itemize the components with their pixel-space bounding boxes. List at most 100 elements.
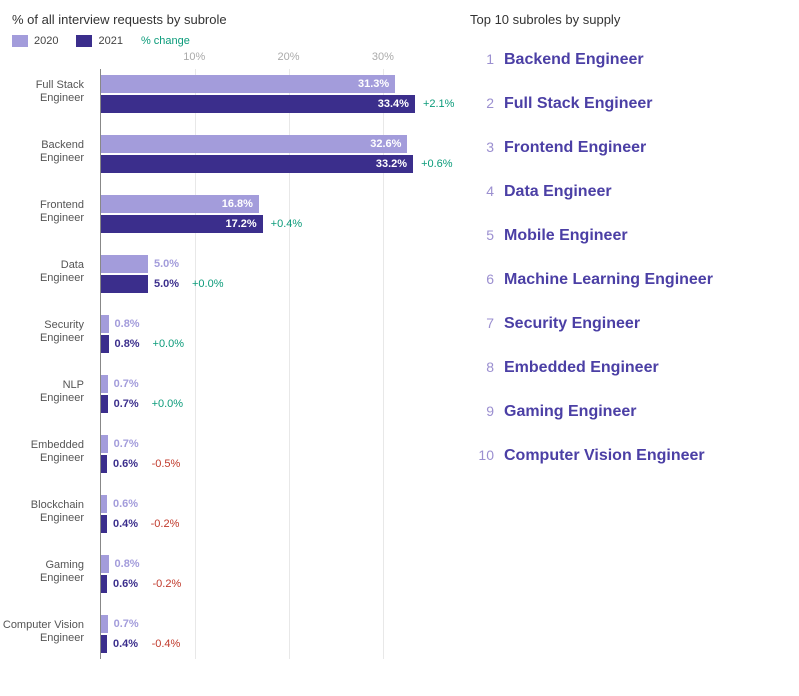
supply-item: 7 Security Engineer (470, 315, 779, 333)
legend-label-change: % change (141, 35, 190, 47)
supply-item: 9 Gaming Engineer (470, 403, 779, 421)
supply-rank: 3 (470, 139, 494, 155)
supply-rank: 6 (470, 271, 494, 287)
bar-value-2020: 0.7% (108, 438, 139, 450)
bar-group: 31.3%33.4%+2.1% (101, 75, 430, 113)
bar-value-2021: 0.6% (107, 458, 138, 470)
x-tick-label: 10% (183, 51, 205, 63)
bar-2020: 0.7% (101, 375, 108, 393)
supply-panel: Top 10 subroles by supply 1 Backend Engin… (450, 0, 799, 696)
bar-row-label: EmbeddedEngineer (0, 439, 84, 465)
bar-group: 0.8%0.6%-0.2% (101, 555, 430, 593)
supply-rank: 5 (470, 227, 494, 243)
bar-value-2020: 0.7% (108, 378, 139, 390)
bar-2021: 0.7% (101, 395, 108, 413)
bar-2020: 32.6% (101, 135, 407, 153)
root: % of all interview requests by subrole 2… (0, 0, 799, 696)
bar-2021: 0.4% (101, 635, 107, 653)
supply-rank: 8 (470, 359, 494, 375)
bar-row-label: FrontendEngineer (0, 199, 84, 225)
bar-value-2021: 0.4% (107, 518, 138, 530)
chart-title: % of all interview requests by subrole (8, 12, 450, 27)
bar-value-2020: 0.8% (109, 558, 140, 570)
supply-name: Full Stack Engineer (504, 95, 652, 113)
bar-group: 32.6%33.2%+0.6% (101, 135, 430, 173)
supply-name: Security Engineer (504, 315, 640, 333)
legend-swatch-2020 (12, 35, 28, 47)
bar-2021: 0.8% (101, 335, 109, 353)
bar-2021: 5.0% (101, 275, 148, 293)
bar-group: 5.0%5.0%+0.0% (101, 255, 430, 293)
x-tick-label: 30% (372, 51, 394, 63)
supply-name: Computer Vision Engineer (504, 447, 705, 465)
bar-group: 0.6%0.4%-0.2% (101, 495, 430, 533)
supply-name: Mobile Engineer (504, 227, 628, 245)
supply-rank: 1 (470, 51, 494, 67)
bar-group: 0.7%0.6%-0.5% (101, 435, 430, 473)
legend-swatch-2021 (76, 35, 92, 47)
bar-row-label: Computer VisionEngineer (0, 619, 84, 645)
bar-2021: 0.6% (101, 575, 107, 593)
supply-item: 8 Embedded Engineer (470, 359, 779, 377)
x-axis-ticks: 10% 20% 30% (100, 51, 430, 69)
bar-value-2021: 0.8% (109, 338, 140, 350)
supply-rank: 2 (470, 95, 494, 111)
change-label: +0.0% (153, 338, 185, 350)
bar-value-2020: 0.8% (109, 318, 140, 330)
bar-2020: 16.8% (101, 195, 259, 213)
change-label: +0.4% (271, 218, 303, 230)
supply-name: Gaming Engineer (504, 403, 636, 421)
bar-group: 16.8%17.2%+0.4% (101, 195, 430, 233)
chart-legend: 2020 2021 % change (8, 35, 450, 47)
bar-value-2020: 0.7% (108, 618, 139, 630)
bar-value-2021: 33.4% (378, 98, 409, 110)
supply-name: Backend Engineer (504, 51, 644, 69)
bar-2021: 0.6% (101, 455, 107, 473)
x-tick-label: 20% (278, 51, 300, 63)
supply-rank: 10 (470, 447, 494, 463)
change-label: -0.2% (151, 518, 180, 530)
supply-name: Frontend Engineer (504, 139, 646, 157)
supply-list: 1 Backend Engineer 2 Full Stack Engineer 3 Fr… (470, 51, 779, 465)
plot-area: 31.3%33.4%+2.1%32.6%33.2%+0.6%16.8%17.2%… (100, 69, 430, 659)
supply-rank: 7 (470, 315, 494, 331)
legend-label-2021: 2021 (98, 35, 122, 47)
bar-row-label: NLPEngineer (0, 379, 84, 405)
supply-title: Top 10 subroles by supply (470, 12, 779, 27)
supply-name: Machine Learning Engineer (504, 271, 713, 289)
bar-2021: 33.2% (101, 155, 413, 173)
bar-2020: 0.7% (101, 615, 108, 633)
bar-value-2021: 0.4% (107, 638, 138, 650)
bar-2020: 31.3% (101, 75, 395, 93)
bar-value-2020: 0.6% (107, 498, 138, 510)
bar-value-2020: 32.6% (370, 138, 401, 150)
change-label: +0.0% (152, 398, 184, 410)
bar-2021: 33.4% (101, 95, 415, 113)
chart-panel: % of all interview requests by subrole 2… (0, 0, 450, 696)
bar-2021: 0.4% (101, 515, 107, 533)
bar-value-2020: 31.3% (358, 78, 389, 90)
bar-row-label: DataEngineer (0, 259, 84, 285)
supply-name: Data Engineer (504, 183, 612, 201)
supply-item: 5 Mobile Engineer (470, 227, 779, 245)
supply-item: 4Data Engineer (470, 183, 779, 201)
change-label: +0.6% (421, 158, 453, 170)
bar-2020: 0.8% (101, 555, 109, 573)
bar-group: 0.7%0.4%-0.4% (101, 615, 430, 653)
bar-value-2020: 5.0% (148, 258, 179, 270)
bar-row-label: GamingEngineer (0, 559, 84, 585)
bar-value-2021: 0.7% (108, 398, 139, 410)
change-label: -0.4% (152, 638, 181, 650)
bar-row-label: Full StackEngineer (0, 79, 84, 105)
supply-item: 1 Backend Engineer (470, 51, 779, 69)
change-label: -0.2% (153, 578, 182, 590)
bar-value-2021: 0.6% (107, 578, 138, 590)
bar-2020: 0.7% (101, 435, 108, 453)
change-label: +0.0% (192, 278, 224, 290)
supply-name: Embedded Engineer (504, 359, 659, 377)
bar-value-2021: 5.0% (148, 278, 179, 290)
supply-rank: 9 (470, 403, 494, 419)
bar-2020: 0.6% (101, 495, 107, 513)
supply-item: 2 Full Stack Engineer (470, 95, 779, 113)
bar-2020: 0.8% (101, 315, 109, 333)
